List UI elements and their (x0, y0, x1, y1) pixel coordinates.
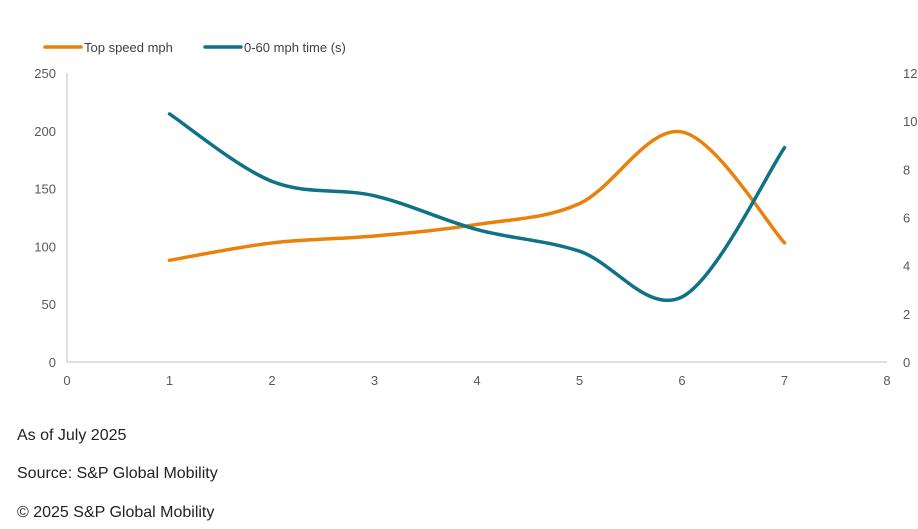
y-tick-label: 0 (49, 355, 56, 370)
y2-tick-label: 2 (903, 307, 910, 322)
x-tick-label: 3 (371, 373, 378, 388)
x-tick-label: 0 (63, 373, 70, 388)
y2-tick-label: 0 (903, 355, 910, 370)
y-tick-label: 100 (34, 239, 56, 254)
series-line-0-60-time (167, 112, 787, 303)
x-tick-label: 4 (473, 373, 480, 388)
series-layer (167, 112, 787, 303)
y-tick-label: 50 (42, 297, 56, 312)
x-tick-label: 1 (166, 373, 173, 388)
source-note: Source: S&P Global Mobility (17, 465, 218, 482)
copyright-note: © 2025 S&P Global Mobility (17, 504, 215, 521)
y2-tick-label: 10 (903, 114, 917, 129)
y-tick-label: 250 (34, 66, 56, 81)
legend: Top speed mph 0-60 mph time (s) (43, 40, 346, 55)
y-tick-label: 150 (34, 182, 56, 197)
y2-tick-label: 8 (903, 162, 910, 177)
y2-tick-label: 12 (903, 66, 917, 81)
as-of-note: As of July 2025 (17, 427, 127, 444)
x-tick-label: 5 (576, 373, 583, 388)
x-tick-label: 6 (678, 373, 685, 388)
y2-tick-label: 4 (903, 259, 910, 274)
series-line-top-speed (167, 129, 787, 263)
x-tick-label: 8 (883, 373, 890, 388)
y-tick-label: 200 (34, 124, 56, 139)
legend-label: Top speed mph (84, 40, 173, 55)
x-tick-label: 7 (781, 373, 788, 388)
y2-tick-label: 6 (903, 211, 910, 226)
x-tick-label: 2 (268, 373, 275, 388)
legend-label: 0-60 mph time (s) (244, 40, 346, 55)
